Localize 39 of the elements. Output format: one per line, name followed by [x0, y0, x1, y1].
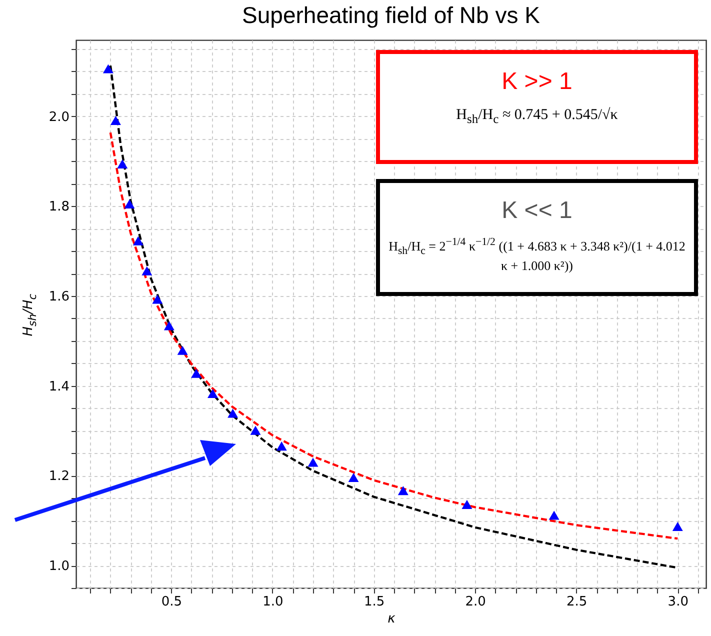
point — [672, 522, 683, 532]
annotation: H$_{sh}$/H$_{c}$ ≈ 0.745 + 0.545/√κ — [455, 106, 619, 128]
text-box: K << 1 H$_{sh}$/H$_{c}$ = 2$^{−1/4}$ κ$^{−1/2}$ ((1 + 4.683 κ + 3.348 κ²)/(1 + 4.012 κ + 1.000 κ²)) — [376, 179, 698, 296]
point — [124, 199, 135, 208]
x-tick-label: 2.0 — [465, 594, 486, 610]
chart-title: Superheating field of Nb vs K — [242, 2, 541, 28]
annotation: K << 1 — [500, 197, 574, 225]
point — [102, 64, 114, 74]
point — [164, 321, 174, 330]
point — [548, 510, 560, 520]
point — [398, 486, 408, 496]
point — [308, 458, 318, 467]
x-tick-label: 0.5 — [161, 594, 182, 610]
point — [177, 346, 188, 355]
x-tick-label: 3.0 — [668, 594, 688, 610]
y-tick-label: 1.6 — [48, 290, 70, 305]
x-tick-label: 1.5 — [364, 594, 385, 610]
point — [142, 266, 152, 276]
x-tick-label: 2.5 — [566, 594, 588, 610]
point — [462, 500, 472, 509]
point — [207, 388, 218, 398]
point — [191, 368, 202, 378]
point — [132, 236, 144, 246]
text-box: K >> 1 H$_{sh}$/H$_{c}$ ≈ 0.745 + 0.545/√κ — [376, 50, 698, 164]
annotation: K >> 1 — [500, 68, 574, 96]
point — [276, 442, 287, 451]
y-tick-label: 1.0 — [48, 559, 70, 574]
x-tick-label: 1.0 — [262, 594, 284, 610]
point — [117, 159, 128, 169]
point — [228, 408, 238, 418]
point — [110, 116, 121, 125]
point — [250, 426, 261, 435]
y-tick-label: 2.0 — [48, 110, 70, 125]
x-axis-title: κ — [388, 612, 396, 626]
point — [348, 472, 359, 482]
y-tick-label: 1.2 — [48, 469, 70, 484]
point — [152, 294, 163, 304]
y-tick-label: 1.8 — [48, 200, 70, 215]
y-tick-label: 1.4 — [48, 379, 70, 394]
